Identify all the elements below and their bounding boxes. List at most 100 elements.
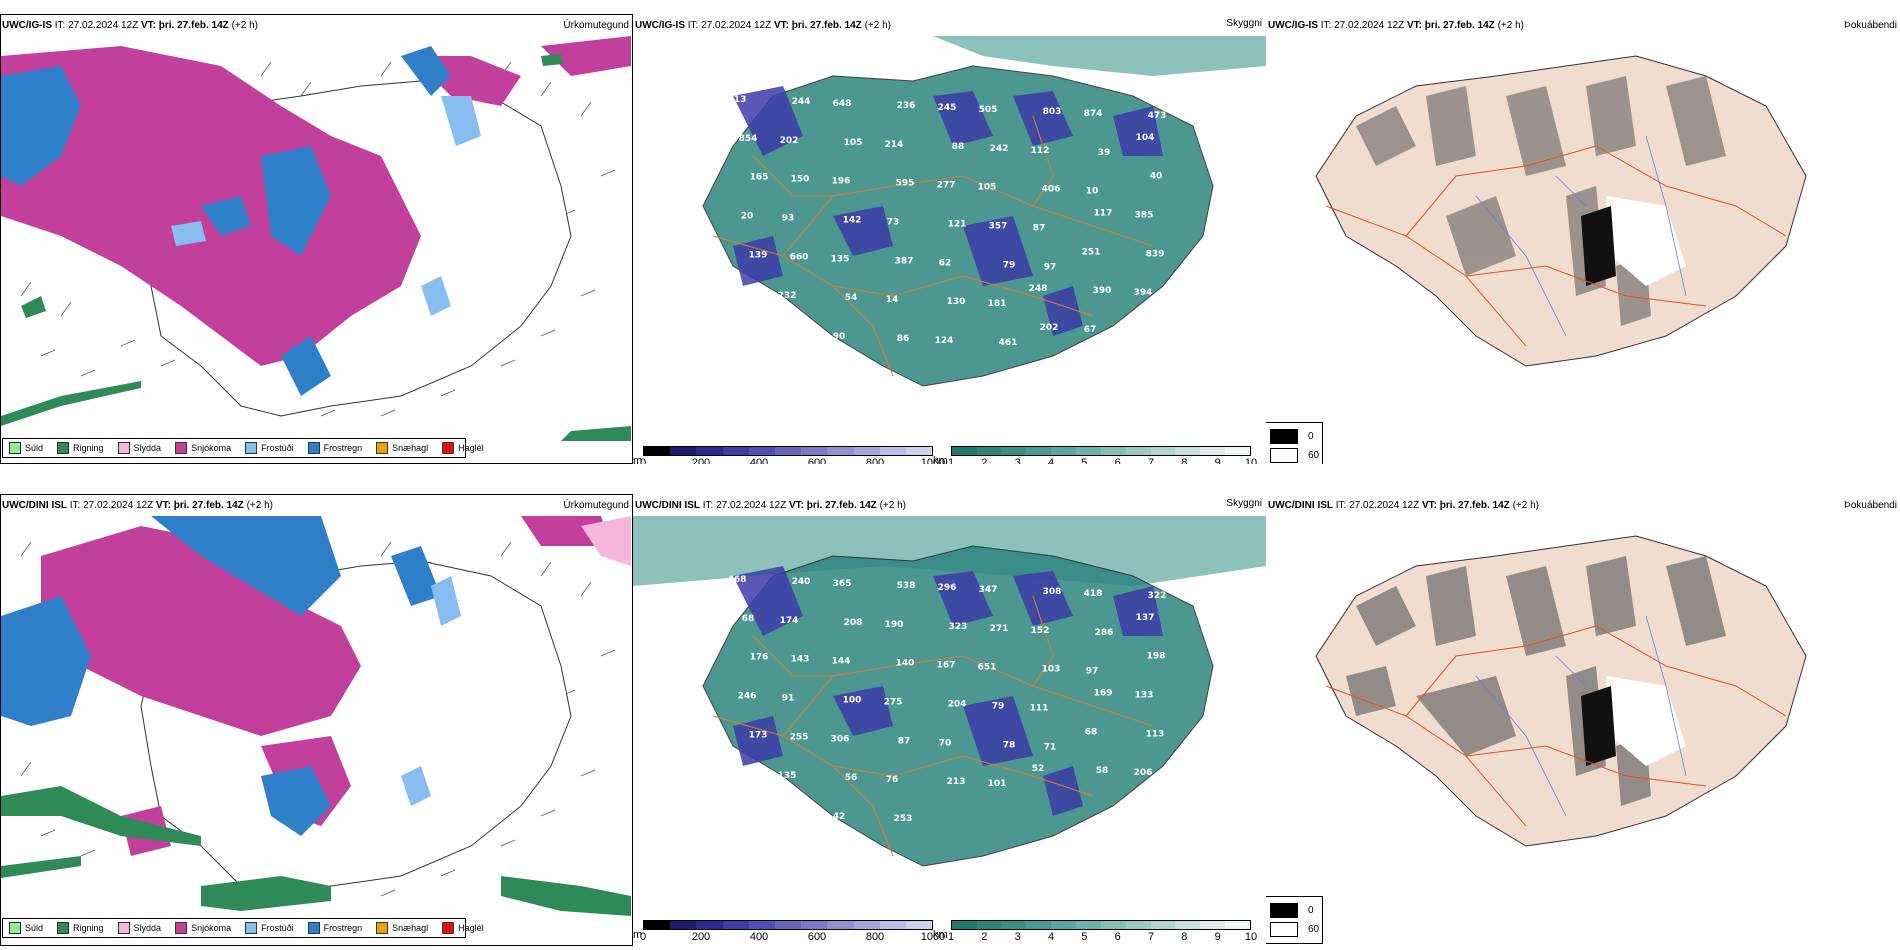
visibility-value-label: 500 <box>748 328 767 338</box>
vt-value: þri. 27.feb. 14Z <box>158 20 229 31</box>
fog-legend: 0 60 <box>1266 422 1323 464</box>
visibility-value-label: 104 <box>1136 133 1155 143</box>
fog-panel-row1: UWC/DINI ISL IT: 27.02.2024 12Z VT: þri.… <box>1266 494 1900 950</box>
visibility-value-label: 105 <box>978 183 997 193</box>
glacier-dark <box>1581 206 1616 286</box>
precip-type-map <box>1 516 631 921</box>
vis-labels: 468 240 365 538 296 347 308 418 322 68 174 208 190 32… <box>728 575 1167 824</box>
fog-index-map <box>1266 516 1900 911</box>
vis-color-step <box>1150 921 1176 929</box>
freezing-drizzle-area <box>171 96 481 316</box>
vis-tick-label: 10 <box>1244 457 1258 464</box>
height-color-step <box>905 447 933 455</box>
vis-tick-label: 4 <box>1047 931 1055 943</box>
visibility-value-label: 198 <box>1147 652 1166 662</box>
glacier-white <box>1606 196 1686 286</box>
glacier-dark <box>1581 686 1616 766</box>
fog-legend-item-60: 60 <box>1270 922 1322 937</box>
rain-area <box>1 786 631 916</box>
visibility-value-label: 296 <box>938 583 957 593</box>
visibility-value-label: 111 <box>1030 704 1049 714</box>
rain-area <box>1 54 631 441</box>
sleet-area <box>581 516 631 566</box>
visibility-value-label: 313 <box>728 95 747 105</box>
visibility-value-label: 50 <box>792 810 805 820</box>
vis-tick-label: 7 <box>1147 931 1155 943</box>
visibility-value-label: 70 <box>939 738 952 748</box>
visibility-value-label: 103 <box>1042 665 1061 675</box>
visibility-value-label: 152 <box>1031 626 1050 636</box>
height-color-step <box>801 921 828 929</box>
vt-value: þri. 27.feb. 14Z <box>1439 500 1510 511</box>
height-color-step <box>670 447 697 455</box>
it-value: 27.02.2024 12Z <box>716 500 787 511</box>
freezing-rain-area <box>1 516 441 836</box>
height-color-step <box>827 447 854 455</box>
height-color-step <box>722 921 749 929</box>
panel-header: UWC/IG-IS IT: 27.02.2024 12Z VT: þri. 27… <box>635 20 891 31</box>
fog-legend-item-0: 0 <box>1270 429 1322 444</box>
fog-title: Þokuábendi <box>1844 500 1897 511</box>
visibility-value-label: 87 <box>898 736 911 746</box>
visibility-value-label: 538 <box>897 581 916 591</box>
visibility-value-label: 87 <box>1033 224 1046 234</box>
legend-item-slydda: Slydda <box>117 442 162 454</box>
visibility-value-label: 244 <box>792 97 811 107</box>
height-color-step <box>905 921 933 929</box>
legend-item-frostregn: Frostregn <box>307 922 362 934</box>
vis-color-step <box>1100 921 1126 929</box>
visibility-value-label: 20 <box>741 212 754 222</box>
rivers <box>1475 135 1687 337</box>
visibility-panel-row0: UWC/IG-IS IT: 27.02.2024 12Z VT: þri. 27… <box>633 14 1266 464</box>
vis-color-step <box>1125 921 1151 929</box>
panel-header: UWC/DINI ISL IT: 27.02.2024 12Z VT: þri.… <box>1268 500 1539 511</box>
ptype-panel-row0: UWC/IG-IS IT: 27.02.2024 12Z VT: þri. 27… <box>0 14 633 464</box>
lead-time: (+2 h) <box>864 20 891 31</box>
height-tick-label: 600 <box>807 457 827 464</box>
visibility-value-label: 251 <box>1082 247 1101 257</box>
it-value: 27.02.2024 12Z <box>68 20 139 31</box>
visibility-value-label: 357 <box>989 222 1008 232</box>
legend-item-slydda: Slydda <box>117 922 161 934</box>
visibility-value-label: 113 <box>1146 729 1165 739</box>
visibility-value-label: 418 <box>1084 589 1103 599</box>
vis-color-step <box>952 447 977 455</box>
it-label: IT: <box>54 20 66 31</box>
lead-time: (+2 h) <box>1497 20 1524 31</box>
visibility-value-label: 144 <box>832 657 851 667</box>
vt-label: VT: <box>788 500 804 511</box>
height-shading <box>733 566 1163 816</box>
model-name: UWC/DINI ISL <box>2 500 67 511</box>
vis-title: Skyggni <box>1226 498 1262 509</box>
vis-tick-label: 5 <box>1081 931 1088 943</box>
legend-label: Slydda <box>133 443 162 453</box>
height-color-step <box>748 921 775 929</box>
vis-color-step <box>1001 921 1027 929</box>
ptype-title: Úrkomutegund <box>563 500 629 511</box>
height-colorbar-boxes <box>643 446 933 456</box>
height-unit: m <box>633 455 643 464</box>
height-color-step <box>801 447 828 455</box>
height-color-step <box>696 447 723 455</box>
height-tick-label: 400 <box>749 457 769 464</box>
height-color-step <box>853 921 880 929</box>
fog-index-map <box>1266 36 1900 431</box>
visibility-value-label: 62 <box>939 258 952 268</box>
visibility-value-label: 181 <box>988 299 1007 309</box>
visibility-value-label: 124 <box>935 336 954 346</box>
vis-color-step <box>1026 921 1052 929</box>
height-shading <box>733 86 1163 336</box>
roads <box>1325 145 1787 347</box>
visibility-value-label: 143 <box>791 655 810 665</box>
vt-label: VT: <box>1406 20 1422 31</box>
visibility-value-label: 130 <box>947 297 966 307</box>
visibility-value-label: 117 <box>1094 209 1113 219</box>
visibility-value-label: 213 <box>947 777 966 787</box>
height-color-step <box>879 447 906 455</box>
panel-header: UWC/DINI ISL IT: 27.02.2024 12Z VT: þri.… <box>2 500 273 511</box>
height-color-step <box>696 921 723 929</box>
height-tick-label: 200 <box>691 457 711 464</box>
visibility-value-label: 190 <box>885 620 904 630</box>
visibility-value-label: 204 <box>948 700 967 710</box>
vt-value: þri. 27.feb. 14Z <box>173 500 244 511</box>
